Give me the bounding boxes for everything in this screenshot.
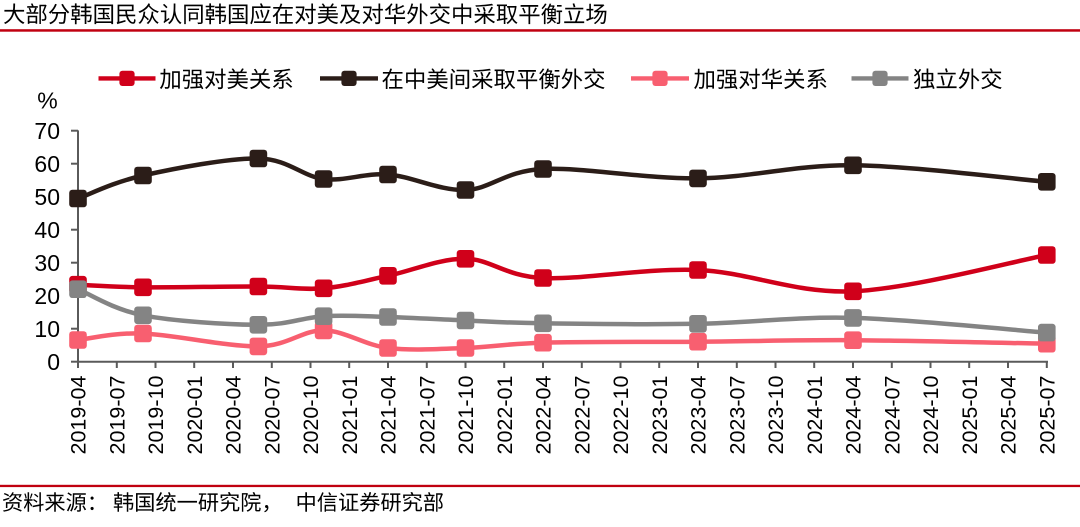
svg-text:2022-10: 2022-10 bbox=[609, 376, 633, 455]
svg-text:0: 0 bbox=[47, 349, 60, 375]
svg-text:2020-04: 2020-04 bbox=[222, 376, 246, 455]
svg-text:2023-10: 2023-10 bbox=[764, 376, 788, 455]
svg-text:2023-07: 2023-07 bbox=[726, 376, 750, 455]
svg-text:2019-04: 2019-04 bbox=[67, 376, 91, 455]
svg-text:2025-04: 2025-04 bbox=[997, 376, 1021, 455]
svg-text:2021-01: 2021-01 bbox=[338, 376, 362, 455]
svg-text:2020-10: 2020-10 bbox=[299, 376, 323, 455]
svg-text:2023-01: 2023-01 bbox=[648, 376, 672, 455]
svg-text:2025-07: 2025-07 bbox=[1036, 376, 1060, 455]
svg-text:2025-01: 2025-01 bbox=[958, 376, 982, 455]
svg-text:40: 40 bbox=[34, 217, 60, 243]
svg-text:2021-04: 2021-04 bbox=[377, 376, 401, 455]
svg-text:50: 50 bbox=[34, 184, 60, 210]
svg-text:70: 70 bbox=[34, 118, 60, 144]
svg-text:2024-07: 2024-07 bbox=[881, 376, 905, 455]
svg-text:2020-07: 2020-07 bbox=[260, 376, 284, 455]
svg-text:2024-04: 2024-04 bbox=[842, 376, 866, 455]
svg-text:10: 10 bbox=[34, 316, 60, 342]
svg-text:2021-07: 2021-07 bbox=[415, 376, 439, 455]
svg-text:60: 60 bbox=[34, 151, 60, 177]
svg-text:2020-01: 2020-01 bbox=[183, 376, 207, 455]
svg-text:2024-10: 2024-10 bbox=[919, 376, 943, 455]
svg-text:2023-04: 2023-04 bbox=[687, 376, 711, 455]
svg-text:2022-04: 2022-04 bbox=[532, 376, 556, 455]
svg-text:2024-01: 2024-01 bbox=[803, 376, 827, 455]
svg-text:2022-01: 2022-01 bbox=[493, 376, 517, 455]
svg-text:2019-07: 2019-07 bbox=[106, 376, 130, 455]
svg-text:2022-07: 2022-07 bbox=[571, 376, 595, 455]
svg-text:2021-10: 2021-10 bbox=[454, 376, 478, 455]
svg-text:%: % bbox=[37, 88, 57, 114]
svg-text:30: 30 bbox=[34, 250, 60, 276]
svg-text:2019-10: 2019-10 bbox=[144, 376, 168, 455]
svg-text:20: 20 bbox=[34, 283, 60, 309]
